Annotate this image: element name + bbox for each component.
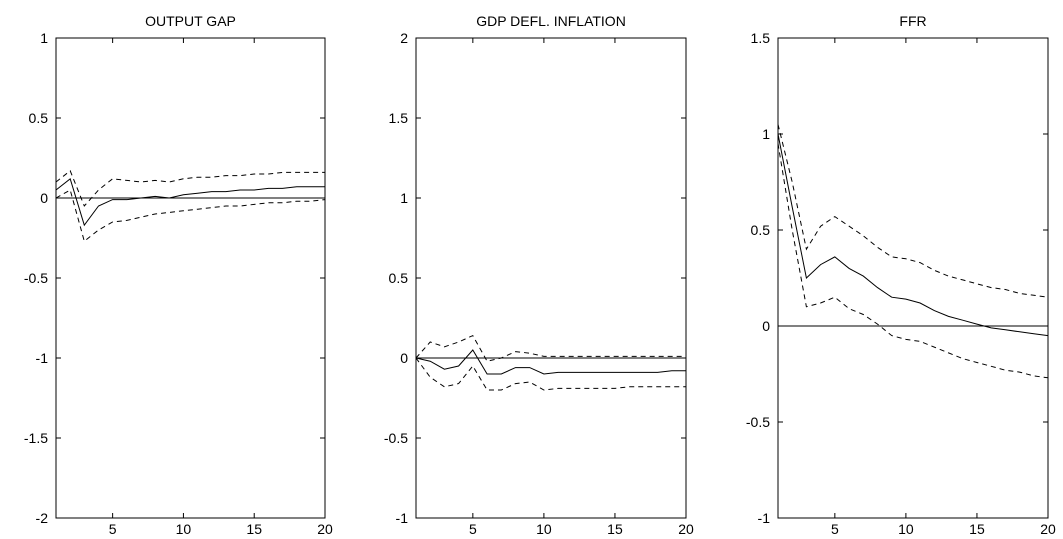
y-tick-label: 1.5	[389, 110, 409, 126]
x-tick-label: 5	[109, 521, 117, 537]
y-tick-label: 0.5	[29, 110, 49, 126]
chart-title: OUTPUT GAP	[145, 13, 236, 29]
series-line-confidence-band-2	[415, 357, 686, 391]
y-tick-label: 1	[762, 126, 770, 142]
y-tick-label: -1.5	[24, 430, 48, 446]
y-tick-label: -1	[396, 510, 409, 526]
y-tick-label: 0	[762, 318, 770, 334]
y-tick-label: 1	[40, 30, 48, 46]
x-tick-label: 10	[536, 521, 552, 537]
x-tick-label: 5	[469, 521, 477, 537]
y-tick-label: -0.5	[24, 270, 48, 286]
y-tick-label: 0	[400, 350, 408, 366]
x-tick-label: 5	[831, 521, 839, 537]
x-tick-label: 20	[1040, 521, 1056, 537]
x-tick-label: 15	[607, 521, 623, 537]
chart-panel-1: OUTPUT GAP-2-1.5-1-0.500.515 10 15 20	[24, 13, 333, 537]
chart-title: GDP DEFL. INFLATION	[476, 13, 626, 29]
chart-title: FFR	[899, 13, 926, 29]
y-tick-label: -0.5	[384, 430, 408, 446]
series-line-confidence-band-1	[415, 334, 686, 362]
x-tick-label: 15	[969, 521, 985, 537]
chart-panel-3: FFR -1 -0.5 0 0.5 1 1.5 5 10 15 20	[746, 13, 1056, 537]
x-tick-label: 20	[317, 521, 333, 537]
plot-frame	[777, 37, 1049, 519]
y-tick-label: -1	[758, 510, 771, 526]
series-line-confidence-band-1	[777, 124, 1049, 298]
x-tick-label: 10	[176, 521, 192, 537]
plot-frame	[55, 37, 326, 519]
chart-panel-2: GDP DEFL. INFLATION -1 -0.5 0 0.5 1 1.5 2 5 10 15 2…	[384, 13, 694, 537]
y-tick-label: -2	[36, 510, 49, 526]
y-tick-label: -0.5	[746, 414, 770, 430]
series-line-point-estimate	[415, 349, 686, 375]
y-tick-label: 0	[40, 190, 48, 206]
y-tick-label: -1	[36, 350, 49, 366]
x-tick-label: 10	[898, 521, 914, 537]
series-line-point-estimate	[777, 133, 1049, 337]
y-tick-label: 1	[400, 190, 408, 206]
y-tick-label: 0.5	[751, 222, 771, 238]
y-tick-label: 2	[400, 30, 408, 46]
series-line-confidence-band-2	[777, 143, 1049, 379]
y-tick-label: 0.5	[389, 270, 409, 286]
y-tick-label: 1.5	[751, 30, 771, 46]
x-tick-label: 15	[246, 521, 262, 537]
series-line-confidence-band-1	[55, 169, 325, 207]
series-line-point-estimate	[55, 177, 325, 227]
plot-frame	[415, 37, 687, 519]
x-tick-label: 20	[678, 521, 694, 537]
series-line-confidence-band-2	[55, 189, 326, 243]
